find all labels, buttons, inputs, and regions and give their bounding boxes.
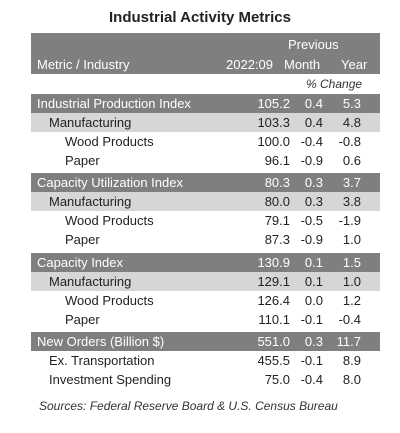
- cell-month-change: 0.3: [304, 194, 323, 209]
- row-label: Capacity Utilization Index: [37, 175, 183, 190]
- row-label: Manufacturing: [49, 194, 132, 209]
- row-label: Paper: [65, 232, 100, 247]
- cell-month-change: -0.9: [300, 153, 323, 168]
- table-row: Investment Spending 75.0 -0.4 8.0: [31, 370, 380, 389]
- table-row: Wood Products 100.0 -0.4 -0.8: [31, 132, 380, 151]
- cell-value: 80.3: [264, 175, 290, 190]
- table-row: Wood Products 126.4 0.0 1.2: [31, 291, 380, 310]
- cell-year-change: 4.8: [342, 115, 361, 130]
- row-label: Capacity Index: [37, 255, 123, 270]
- cell-year-change: -1.9: [338, 213, 361, 228]
- cell-value: 105.2: [257, 96, 290, 111]
- table-row: Manufacturing 103.3 0.4 4.8: [31, 113, 380, 132]
- cell-value: 126.4: [257, 293, 290, 308]
- cell-value: 110.1: [258, 312, 290, 327]
- row-label: Manufacturing: [49, 274, 132, 289]
- cell-value: 103.3: [257, 115, 290, 130]
- row-label: Manufacturing: [49, 115, 132, 130]
- cell-month-change: -0.5: [300, 213, 323, 228]
- table-header: Previous Metric / Industry 2022:09 Month…: [31, 33, 380, 74]
- table-row: Paper 110.1 -0.1 -0.4: [31, 310, 380, 329]
- cell-year-change: 5.3: [342, 96, 361, 111]
- cell-month-change: -0.1: [300, 353, 323, 368]
- row-label: Paper: [65, 312, 100, 327]
- table-row: Manufacturing 129.1 0.1 1.0: [31, 272, 380, 291]
- cell-year-change: 3.8: [342, 194, 361, 209]
- cell-value: 129.1: [257, 274, 290, 289]
- table-row: Industrial Production Index 105.2 0.4 5.3: [31, 94, 380, 113]
- row-label: New Orders (Billion $): [37, 334, 165, 349]
- row-label: Industrial Production Index: [37, 96, 191, 111]
- cell-year-change: 0.6: [342, 153, 361, 168]
- cell-month-change: 0.4: [304, 96, 323, 111]
- cell-month-change: 0.0: [304, 293, 323, 308]
- header-metric-industry: Metric / Industry: [37, 57, 130, 72]
- cell-year-change: 1.0: [342, 232, 361, 247]
- cell-year-change: 1.5: [342, 255, 361, 270]
- cell-value: 551.0: [257, 334, 290, 349]
- source-note: Sources: Federal Reserve Board & U.S. Ce…: [39, 399, 338, 413]
- header-previous: Previous: [288, 37, 339, 52]
- cell-value: 96.1: [264, 153, 290, 168]
- table-row: Paper 96.1 -0.9 0.6: [31, 151, 380, 170]
- cell-year-change: 8.0: [342, 372, 361, 387]
- header-month: Month: [284, 57, 321, 72]
- cell-month-change: -0.4: [300, 372, 323, 387]
- row-label: Investment Spending: [49, 372, 172, 387]
- cell-year-change: 11.7: [336, 334, 361, 349]
- row-label: Ex. Transportation: [49, 353, 155, 368]
- cell-year-change: -0.8: [338, 134, 361, 149]
- header-date: 2022:09: [226, 57, 273, 72]
- table-row: Capacity Utilization Index 80.3 0.3 3.7: [31, 173, 380, 192]
- header-year: Year: [341, 57, 368, 72]
- row-label: Wood Products: [65, 134, 154, 149]
- table-row: New Orders (Billion $) 551.0 0.3 11.7: [31, 332, 380, 351]
- cell-year-change: 3.7: [342, 175, 361, 190]
- table-row: Manufacturing 80.0 0.3 3.8: [31, 192, 380, 211]
- cell-month-change: 0.1: [304, 274, 323, 289]
- cell-value: 80.0: [264, 194, 290, 209]
- cell-month-change: 0.3: [304, 334, 323, 349]
- cell-year-change: 8.9: [342, 353, 361, 368]
- cell-value: 130.9: [257, 255, 290, 270]
- cell-year-change: 1.2: [342, 293, 361, 308]
- cell-value: 75.0: [264, 372, 290, 387]
- cell-year-change: 1.0: [342, 274, 361, 289]
- cell-value: 79.1: [264, 213, 290, 228]
- table-row: Paper 87.3 -0.9 1.0: [31, 230, 380, 249]
- cell-month-change: -0.4: [300, 134, 323, 149]
- cell-year-change: -0.4: [338, 312, 361, 327]
- cell-month-change: 0.4: [304, 115, 323, 130]
- table-title: Industrial Activity Metrics: [109, 9, 291, 26]
- row-label: Wood Products: [65, 293, 154, 308]
- table-row: Ex. Transportation 455.5 -0.1 8.9: [31, 351, 380, 370]
- cell-month-change: -0.1: [300, 312, 323, 327]
- cell-value: 100.0: [257, 134, 290, 149]
- row-label: Paper: [65, 153, 100, 168]
- cell-month-change: 0.3: [304, 175, 323, 190]
- cell-value: 87.3: [264, 232, 290, 247]
- table-row: Capacity Index 130.9 0.1 1.5: [31, 253, 380, 272]
- cell-month-change: 0.1: [304, 255, 323, 270]
- cell-month-change: -0.9: [300, 232, 323, 247]
- header-pct-change: % Change: [306, 77, 363, 91]
- row-label: Wood Products: [65, 213, 154, 228]
- cell-value: 455.5: [257, 353, 290, 368]
- table-row: Wood Products 79.1 -0.5 -1.9: [31, 211, 380, 230]
